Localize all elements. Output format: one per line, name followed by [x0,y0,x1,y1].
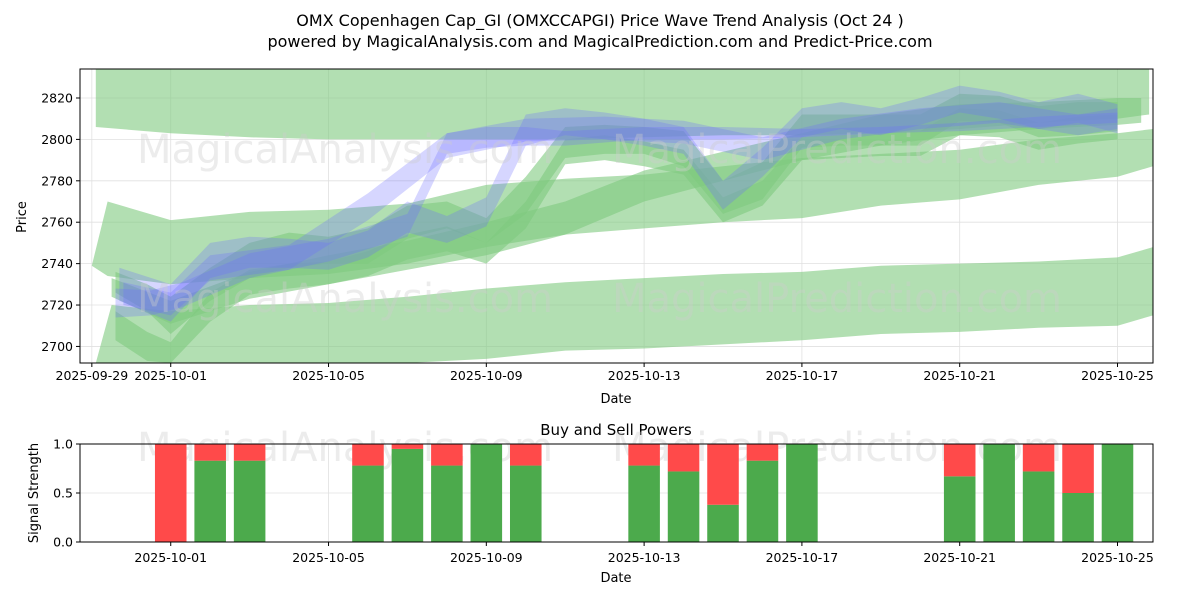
blue-wave-bands [115,85,1118,322]
buy-bar [707,504,739,542]
green-wave-band [95,247,1153,363]
signal-x-tick-label: 2025-10-21 [923,550,996,565]
sell-bar [1062,444,1094,493]
signal-x-tick-label: 2025-10-05 [292,550,365,565]
sell-bar [707,444,739,505]
sell-bar [943,444,976,477]
buy-bar [786,444,818,542]
buy-bar [983,444,1015,542]
watermark-analysis-mid: MagicalAnalysis.com [137,276,553,322]
buy-bar [943,476,976,542]
buy-bar [1101,444,1134,542]
sell-bar [194,444,226,461]
signal-chart: Buy and Sell Powers MagicalAnalysis.com … [27,421,1154,586]
price-x-ticks: 2025-09-29 2025-10-01 2025-10-05 2025-10-09… [56,363,1154,383]
green-wave-band [115,108,1118,363]
sell-bar [391,444,424,449]
buy-bar [352,465,384,542]
price-y-axis-label: Price [15,201,30,233]
buy-bar [1062,493,1094,542]
price-y-tick-label: 2720 [41,298,73,313]
price-y-tick-label: 2700 [41,339,73,354]
price-x-tick-label: 2025-10-21 [923,368,996,383]
buy-bar [1022,471,1055,542]
price-y-tick-label: 2760 [41,215,73,230]
watermark-analysis-top: MagicalAnalysis.com [137,127,553,173]
buy-bar [391,448,424,542]
price-x-tick-label: 2025-10-13 [608,368,681,383]
buy-bar [628,465,660,542]
signal-x-axis-label: Date [600,571,631,586]
price-y-tick-label: 2820 [41,90,73,105]
blue-wave-band [123,102,1118,316]
figure-title-line1: OMX Copenhagen Cap_GI (OMXCCAPGI) Price … [296,11,904,31]
signal-y-tick-label: 0.5 [53,486,73,501]
signal-x-tick-label: 2025-10-17 [766,550,839,565]
price-x-tick-label: 2025-10-01 [134,368,207,383]
signal-bars [154,444,1134,542]
price-x-tick-label: 2025-09-29 [56,368,129,383]
buy-bar [431,465,463,542]
signal-y-tick-label: 0.0 [53,535,73,550]
signal-y-tick-label: 1.0 [53,437,73,452]
sell-bar [233,444,266,461]
signal-y-axis-label: Signal Strength [27,443,42,543]
sell-bar [509,444,542,466]
watermark-prediction-top: MagicalPrediction.com [612,127,1062,173]
figure-title-line2: powered by MagicalAnalysis.com and Magic… [267,32,932,51]
signal-x-tick-label: 2025-10-09 [450,550,523,565]
sell-bar [431,444,463,466]
signal-chart-title: Buy and Sell Powers [540,421,692,439]
buy-bar [509,465,542,542]
blue-wave-band [119,85,1118,322]
price-x-axis-label: Date [600,392,631,407]
signal-x-tick-label: 2025-10-01 [134,550,207,565]
sell-bar [628,444,660,466]
price-y-ticks: 2700 2720 2740 2760 2780 2800 2820 [41,90,80,354]
price-x-tick-label: 2025-10-09 [450,368,523,383]
signal-x-tick-label: 2025-10-25 [1081,550,1154,565]
buy-bar [667,471,700,542]
buy-bar [470,444,503,542]
signal-y-ticks: 0.0 0.5 1.0 [53,437,80,550]
sell-bar [154,444,187,542]
signal-x-tick-label: 2025-10-13 [608,550,681,565]
sell-bar [667,444,700,472]
sell-bar [746,444,779,461]
buy-bar [746,460,779,542]
price-plot-frame [79,68,1154,364]
price-x-tick-label: 2025-10-25 [1081,368,1154,383]
signal-x-ticks: 2025-10-01 2025-10-05 2025-10-09 2025-10-13… [134,542,1154,565]
green-wave-bands [91,69,1153,363]
watermark-prediction-mid: MagicalPrediction.com [612,276,1062,322]
price-y-tick-label: 2800 [41,132,73,147]
price-chart: MagicalAnalysis.com MagicalPrediction.co… [15,68,1154,407]
price-y-tick-label: 2740 [41,256,73,271]
buy-bar [194,460,226,542]
sell-bar [1022,444,1055,472]
price-x-tick-label: 2025-10-05 [292,368,365,383]
sell-bar [352,444,384,466]
price-y-tick-label: 2780 [41,173,73,188]
buy-bar [233,460,266,542]
price-x-tick-label: 2025-10-17 [766,368,839,383]
